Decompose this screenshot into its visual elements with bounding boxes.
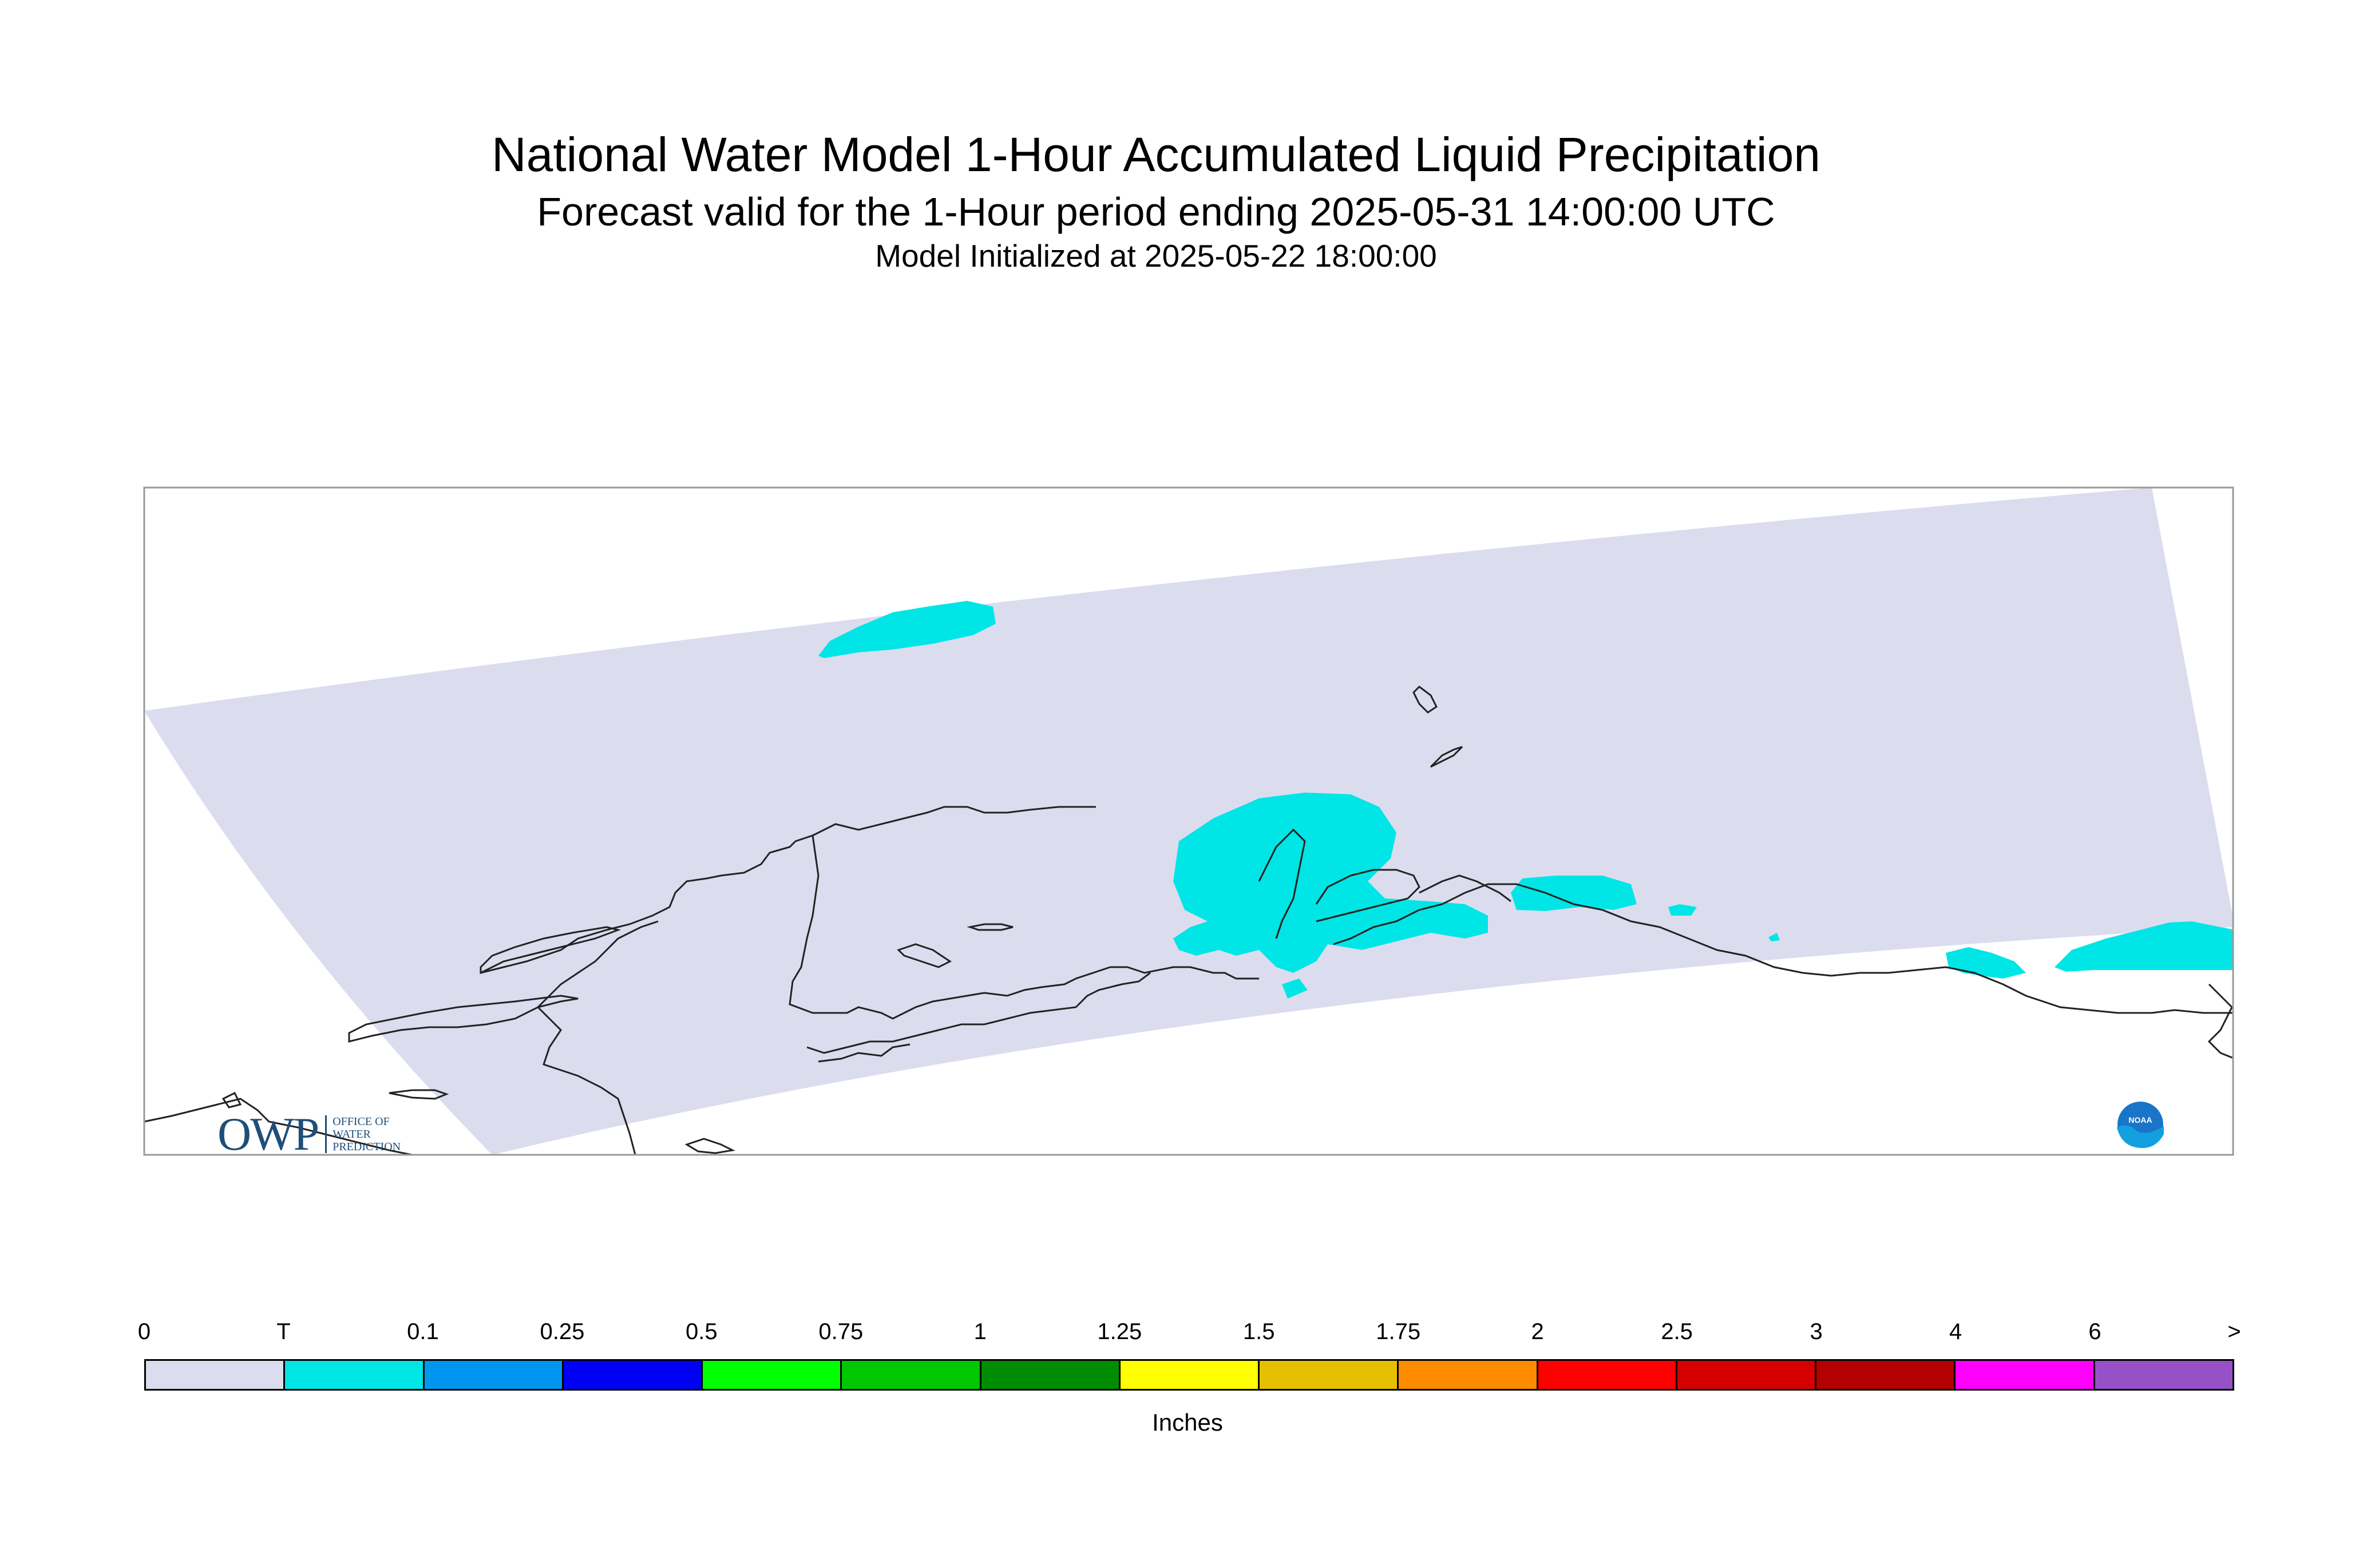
island-7 bbox=[684, 1138, 735, 1154]
legend-swatch bbox=[146, 1361, 286, 1389]
legend-swatch bbox=[703, 1361, 842, 1389]
island-2 bbox=[967, 923, 1014, 931]
legend-tick-label: 1 bbox=[973, 1319, 987, 1344]
legend-colorbar bbox=[144, 1359, 2234, 1391]
coastline-cook-inlet bbox=[1258, 828, 1306, 939]
legend-tick-label: 4 bbox=[1949, 1319, 1962, 1344]
owp-logo-line-3: PREDICTION bbox=[332, 1141, 401, 1153]
precip-area-central bbox=[1173, 793, 1488, 973]
legend-swatch bbox=[1677, 1361, 1817, 1389]
precip-area-east-3 bbox=[1768, 933, 1780, 941]
precip-area-southeast bbox=[1946, 947, 2026, 979]
legend-swatch bbox=[285, 1361, 425, 1389]
legend-units: Inches bbox=[1152, 1409, 1223, 1436]
model-domain-area bbox=[144, 488, 2233, 1155]
owp-logo-mark: OWP bbox=[217, 1108, 319, 1160]
legend-swatch bbox=[1260, 1361, 1399, 1389]
legend-swatch bbox=[1538, 1361, 1677, 1389]
legend-tick-label: 0 bbox=[137, 1319, 151, 1344]
legend-tick-label: 1.25 bbox=[1097, 1319, 1142, 1344]
legend-tick-label: 1.75 bbox=[1376, 1319, 1421, 1344]
island-8 bbox=[221, 1091, 242, 1108]
precip-area-north bbox=[818, 601, 996, 658]
islands bbox=[221, 686, 1463, 1154]
precipitation-areas bbox=[818, 601, 2233, 999]
island-4 bbox=[1412, 686, 1438, 714]
precip-area-east-1 bbox=[1511, 876, 1637, 911]
island-3 bbox=[897, 943, 952, 968]
legend-swatch bbox=[1399, 1361, 1538, 1389]
coastline-southwest bbox=[144, 1098, 413, 1155]
coastline-chain-east bbox=[1419, 874, 1511, 902]
coastline-gulf bbox=[1333, 883, 2233, 1014]
legend-swatch bbox=[1816, 1361, 1956, 1389]
island-5 bbox=[1430, 746, 1463, 768]
legend-tick-label: 0.75 bbox=[818, 1319, 864, 1344]
map-subtitle: Forecast valid for the 1-Hour period end… bbox=[537, 189, 1775, 234]
owp-logo: OWP OFFICE OF WATER PREDICTION bbox=[217, 1107, 401, 1161]
legend-tick-label: 0.5 bbox=[686, 1319, 718, 1344]
legend-tick-label: 6 bbox=[2088, 1319, 2101, 1344]
legend-swatch bbox=[2095, 1361, 2232, 1389]
legend-tick-label: 0.1 bbox=[407, 1319, 439, 1344]
legend-swatch bbox=[424, 1361, 564, 1389]
island-1 bbox=[480, 926, 622, 975]
coastline-mainland-north bbox=[480, 834, 1259, 1020]
noaa-logo-text: NOAA bbox=[2128, 1115, 2152, 1124]
legend-tick-label: > bbox=[2227, 1319, 2241, 1344]
owp-logo-line-2: WATER bbox=[332, 1128, 371, 1141]
coastline-kenai bbox=[1315, 869, 1420, 922]
coastline-western bbox=[536, 920, 659, 1155]
island-6 bbox=[389, 1089, 449, 1100]
legend-swatch bbox=[1956, 1361, 2095, 1389]
coastline-alaska-peninsula-tip bbox=[818, 1043, 911, 1063]
noaa-logo-icon: NOAA bbox=[2116, 1100, 2164, 1149]
legend-tick-label: 3 bbox=[1810, 1319, 1823, 1344]
coastlines bbox=[144, 806, 2233, 1155]
precip-area-far-east bbox=[2055, 921, 2233, 972]
model-init-text: Model Initialized at 2025-05-22 18:00:00 bbox=[875, 238, 1437, 274]
legend-tick-label: 2 bbox=[1531, 1319, 1544, 1344]
precip-area-small-2 bbox=[1245, 934, 1265, 947]
legend-tick-label: 2.5 bbox=[1661, 1319, 1693, 1344]
owp-logo-subtext: OFFICE OF WATER PREDICTION bbox=[325, 1115, 401, 1153]
map-title: National Water Model 1-Hour Accumulated … bbox=[491, 128, 1821, 181]
legend-swatch bbox=[563, 1361, 703, 1389]
coastline-far-west bbox=[348, 995, 579, 1043]
map-frame bbox=[143, 486, 2234, 1156]
coastline-south-peninsula bbox=[806, 972, 1151, 1054]
owp-logo-line-1: OFFICE OF bbox=[332, 1115, 390, 1128]
legend-tick-label: 1.5 bbox=[1242, 1319, 1275, 1344]
coastline-southeast bbox=[2207, 983, 2233, 1059]
coastline-bristol-bay bbox=[812, 806, 1096, 837]
precip-area-east-2 bbox=[1668, 904, 1697, 916]
legend-swatch bbox=[1120, 1361, 1260, 1389]
precip-area-small-1 bbox=[1282, 979, 1308, 999]
legend-swatch bbox=[981, 1361, 1121, 1389]
legend-swatch bbox=[842, 1361, 981, 1389]
legend-tick-label: T bbox=[276, 1319, 291, 1344]
legend-tick-label: 0.25 bbox=[540, 1319, 585, 1344]
